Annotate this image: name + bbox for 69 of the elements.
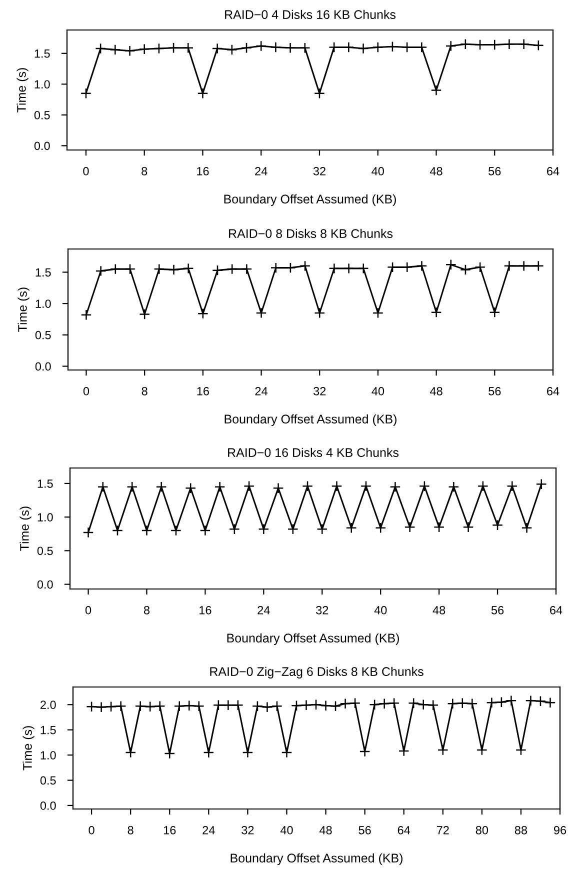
x-tick-label: 40 — [372, 166, 384, 176]
x-tick-label: 32 — [242, 826, 254, 834]
x-tick-label: 56 — [488, 386, 501, 396]
chart-title: RAID−0 Zig−Zag 6 Disks 8 KB Chunks — [210, 666, 424, 678]
y-tick-label: 1.5 — [34, 50, 50, 58]
x-tick-label: 96 — [554, 826, 566, 834]
y-tick-label: 1.5 — [36, 268, 51, 277]
y-axis-title: Time (s) — [20, 506, 32, 551]
x-tick-label: 64 — [547, 386, 560, 396]
x-tick-label: 48 — [430, 386, 442, 396]
y-axis-title: Time (s) — [22, 726, 34, 770]
y-tick-label: 0.0 — [40, 802, 56, 810]
x-tick-label: 24 — [202, 826, 215, 834]
y-tick-label: 1.5 — [40, 726, 56, 734]
x-tick-label: 8 — [142, 386, 148, 396]
x-tick-label: 64 — [398, 826, 410, 834]
x-tick-label: 0 — [83, 166, 89, 176]
y-tick-label: 0.5 — [34, 110, 50, 120]
y-tick-label: 1.0 — [40, 751, 56, 760]
x-tick-label: 16 — [197, 386, 209, 396]
x-tick-label: 16 — [164, 826, 176, 834]
x-tick-label: 40 — [374, 606, 387, 614]
x-tick-label: 64 — [550, 606, 562, 614]
chart-title: RAID−0 8 Disks 8 KB Chunks — [229, 228, 393, 238]
x-tick-label: 8 — [128, 826, 134, 834]
x-axis-title: Boundary Offset Assumed (KB) — [224, 194, 396, 206]
x-tick-label: 16 — [197, 166, 209, 176]
x-tick-label: 80 — [476, 826, 488, 834]
y-tick-label: 2.0 — [40, 700, 56, 710]
x-tick-label: 64 — [547, 166, 560, 176]
x-tick-label: 56 — [488, 166, 501, 176]
y-tick-label: 1.0 — [34, 80, 50, 89]
chart-title: RAID−0 16 Disks 4 KB Chunks — [228, 448, 399, 458]
x-axis-title: Boundary Offset Assumed (KB) — [230, 853, 402, 865]
y-axis-title: Time (s) — [16, 68, 28, 112]
x-tick-label: 0 — [85, 606, 92, 614]
x-tick-label: 32 — [313, 166, 326, 176]
x-axis-title: Boundary Offset Assumed (KB) — [227, 633, 399, 645]
chart-title: RAID−0 4 Disks 16 KB Chunks — [225, 10, 396, 20]
x-tick-label: 8 — [142, 166, 148, 176]
x-tick-label: 16 — [200, 606, 212, 614]
x-tick-label: 56 — [491, 606, 504, 614]
x-tick-label: 32 — [314, 386, 326, 396]
x-tick-label: 8 — [144, 606, 150, 614]
y-tick-label: 1.0 — [36, 300, 51, 308]
x-tick-label: 48 — [432, 606, 446, 614]
y-tick-label: 0.5 — [37, 546, 53, 556]
y-tick-label: 0.5 — [35, 330, 51, 340]
x-axis-title: Boundary Offset Assumed (KB) — [224, 414, 396, 426]
x-tick-label: 72 — [436, 826, 449, 834]
x-tick-label: 48 — [319, 826, 332, 834]
x-tick-label: 56 — [358, 826, 371, 834]
y-tick-label: 0.0 — [37, 580, 53, 589]
x-tick-label: 88 — [514, 826, 528, 834]
y-axis-title: Time (s) — [18, 288, 30, 332]
y-tick-label: 0.0 — [35, 362, 51, 371]
y-tick-label: 1.0 — [38, 513, 53, 522]
x-tick-label: 24 — [258, 606, 270, 614]
y-tick-label: 0.0 — [34, 142, 50, 150]
y-tick-label: 1.5 — [38, 480, 53, 488]
x-tick-label: 32 — [316, 606, 328, 614]
y-tick-label: 0.5 — [40, 776, 56, 785]
x-tick-label: 40 — [372, 386, 384, 396]
x-tick-label: 24 — [255, 166, 268, 176]
x-tick-label: 48 — [430, 166, 442, 176]
x-tick-label: 24 — [255, 386, 268, 396]
x-tick-label: 40 — [280, 826, 293, 834]
x-tick-label: 0 — [83, 386, 90, 396]
x-tick-label: 0 — [88, 826, 94, 834]
